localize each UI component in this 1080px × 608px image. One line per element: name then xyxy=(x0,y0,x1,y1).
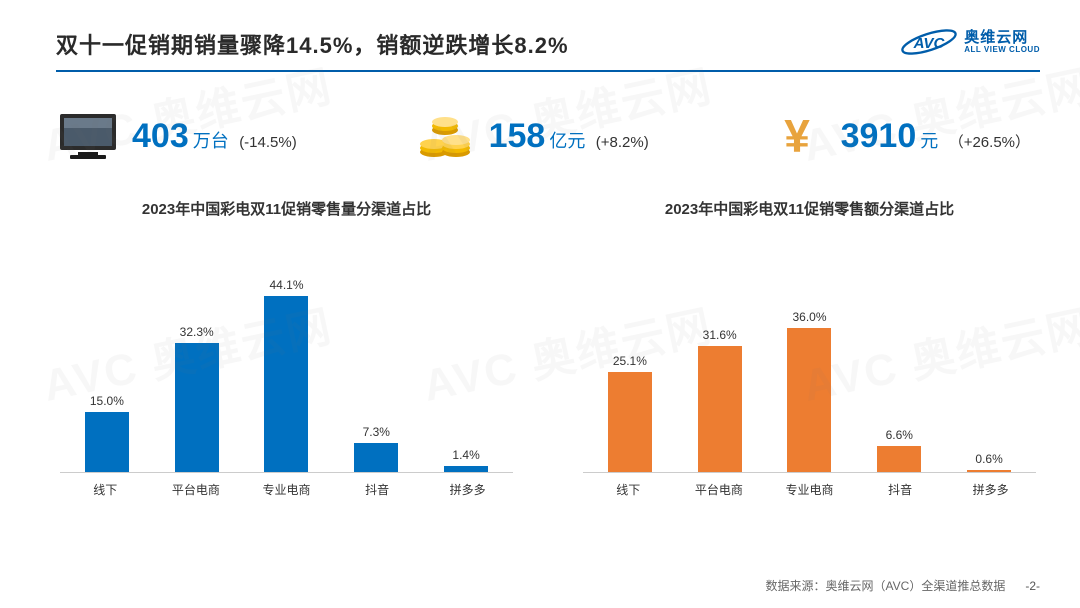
bar: 6.6% xyxy=(859,428,940,472)
chart-volume-share: 2023年中国彩电双11促销零售量分渠道占比 15.0% 32.3% 44.1% 7.… xyxy=(60,198,513,498)
bar: 36.0% xyxy=(769,310,850,472)
yen-icon: ¥ xyxy=(765,110,829,162)
bar: 25.1% xyxy=(589,354,670,472)
kpi-asp: ¥ 3910元 （+26.5%） xyxy=(765,110,1030,162)
bar: 1.4% xyxy=(426,448,507,472)
category-label: 抖音 xyxy=(859,481,941,498)
bar-rect xyxy=(698,346,742,472)
kpi-delta: (-14.5%) xyxy=(239,134,297,151)
category-label: 平台电商 xyxy=(678,481,760,498)
svg-text:¥: ¥ xyxy=(784,110,810,162)
bar-value-label: 44.1% xyxy=(269,278,303,292)
brand-name-en: ALL VIEW CLOUD xyxy=(964,46,1040,54)
kpi-delta: （+26.5%） xyxy=(949,134,1030,151)
category-label: 线下 xyxy=(588,481,670,498)
chart-title: 2023年中国彩电双11促销零售额分渠道占比 xyxy=(583,198,1036,219)
category-label: 拼多多 xyxy=(950,481,1032,498)
kpi-value: 158 xyxy=(489,117,546,155)
kpi-value: 403 xyxy=(132,117,189,155)
bar: 44.1% xyxy=(246,278,327,472)
tv-icon xyxy=(56,110,120,162)
brand-logo: AVC 奥维云网 ALL VIEW CLOUD xyxy=(900,28,1040,56)
slide-page: AVC 奥维云网 AVC 奥维云网 AVC 奥维云网 AVC 奥维云网 AVC … xyxy=(0,0,1080,608)
category-label: 抖音 xyxy=(336,481,418,498)
kpi-unit: 万台 xyxy=(193,131,229,151)
footer: 数据来源：奥维云网（AVC）全渠道推总数据 -2- xyxy=(766,577,1040,594)
bar-value-label: 15.0% xyxy=(90,394,124,408)
bar: 0.6% xyxy=(949,452,1030,472)
bar-value-label: 32.3% xyxy=(180,325,214,339)
avc-logo-icon: AVC xyxy=(900,28,958,56)
header: 双十一促销期销量骤降14.5%，销额逆跌增长8.2% AVC 奥维云网 ALL … xyxy=(56,28,1040,72)
page-number: -2- xyxy=(1025,579,1040,593)
kpi-unit: 亿元 xyxy=(549,131,585,151)
bar-rect xyxy=(444,466,488,472)
kpi-row: 403万台 (-14.5%) xyxy=(56,110,1030,162)
bar-value-label: 1.4% xyxy=(452,448,479,462)
chart-categories: 线下平台电商专业电商抖音拼多多 xyxy=(60,481,513,498)
bar-value-label: 0.6% xyxy=(975,452,1002,466)
category-label: 拼多多 xyxy=(427,481,509,498)
bar-value-label: 31.6% xyxy=(703,328,737,342)
bar-value-label: 25.1% xyxy=(613,354,647,368)
bar-rect xyxy=(354,443,398,472)
bar: 31.6% xyxy=(679,328,760,472)
bar-rect xyxy=(877,446,921,472)
bar-value-label: 6.6% xyxy=(886,428,913,442)
data-source: 数据来源：奥维云网（AVC）全渠道推总数据 xyxy=(766,577,1006,594)
chart-bars: 25.1% 31.6% 36.0% 6.6% 0.6% xyxy=(583,243,1036,473)
chart-revenue-share: 2023年中国彩电双11促销零售额分渠道占比 25.1% 31.6% 36.0% 6.… xyxy=(583,198,1036,498)
category-label: 专业电商 xyxy=(246,481,328,498)
bar-rect xyxy=(175,343,219,472)
kpi-value: 3910 xyxy=(841,117,917,155)
bar-value-label: 36.0% xyxy=(792,310,826,324)
bar-value-label: 7.3% xyxy=(363,425,390,439)
kpi-text: 403万台 (-14.5%) xyxy=(132,117,297,156)
brand-logo-text: 奥维云网 ALL VIEW CLOUD xyxy=(964,30,1040,54)
page-title: 双十一促销期销量骤降14.5%，销额逆跌增长8.2% xyxy=(56,28,569,60)
bar: 32.3% xyxy=(156,325,237,472)
kpi-volume: 403万台 (-14.5%) xyxy=(56,110,297,162)
bar-rect xyxy=(85,412,129,472)
chart-bars: 15.0% 32.3% 44.1% 7.3% 1.4% xyxy=(60,243,513,473)
chart-categories: 线下平台电商专业电商抖音拼多多 xyxy=(583,481,1036,498)
kpi-unit: 元 xyxy=(920,131,938,151)
bar-rect xyxy=(608,372,652,472)
category-label: 专业电商 xyxy=(769,481,851,498)
kpi-delta: (+8.2%) xyxy=(596,134,649,151)
bar: 7.3% xyxy=(336,425,417,472)
svg-text:AVC: AVC xyxy=(913,35,946,52)
coins-icon xyxy=(413,110,477,162)
category-label: 线下 xyxy=(65,481,147,498)
charts-row: 2023年中国彩电双11促销零售量分渠道占比 15.0% 32.3% 44.1% 7.… xyxy=(56,198,1040,498)
chart-title: 2023年中国彩电双11促销零售量分渠道占比 xyxy=(60,198,513,219)
kpi-text: 3910元 （+26.5%） xyxy=(841,117,1030,156)
kpi-text: 158亿元 (+8.2%) xyxy=(489,117,649,156)
bar: 15.0% xyxy=(66,394,147,472)
bar-rect xyxy=(264,296,308,472)
bar-rect xyxy=(787,328,831,472)
brand-name-cn: 奥维云网 xyxy=(964,30,1040,46)
category-label: 平台电商 xyxy=(155,481,237,498)
kpi-revenue: 158亿元 (+8.2%) xyxy=(413,110,649,162)
bar-rect xyxy=(967,470,1011,472)
